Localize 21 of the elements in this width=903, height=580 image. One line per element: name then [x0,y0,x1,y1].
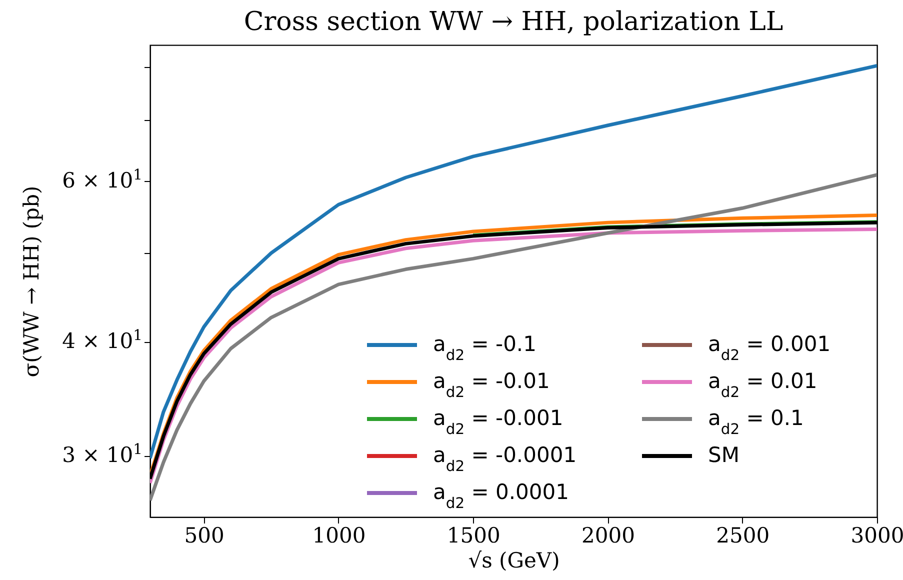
legend-label: a$_{d2}$ = 0.01 [708,369,818,400]
x-tick-label: 2500 [716,524,770,548]
y-axis-title: σ(WW → HH) (pb) [20,186,44,378]
legend-label: a$_{d2}$ = -0.01 [433,369,550,400]
legend-label: SM [708,443,740,467]
x-tick-label: 1000 [312,524,366,548]
y-tick-label: 4 × 10$^{1}$ [62,326,142,354]
legend-label: a$_{d2}$ = -0.0001 [433,443,577,474]
legend-label: a$_{d2}$ = 0.0001 [433,480,569,512]
legend-label: a$_{d2}$ = -0.001 [433,406,564,438]
x-tick-label: 2000 [582,524,635,548]
y-tick-label: 6 × 10$^{1}$ [62,166,142,192]
legend-label: a$_{d2}$ = 0.1 [708,406,804,438]
x-tick-label: 500 [184,524,224,548]
x-tick-label: 1500 [446,524,500,548]
legend-label: a$_{d2}$ = -0.1 [433,332,536,364]
legend-label: a$_{d2}$ = 0.001 [708,332,831,364]
chart-title: Cross section WW → HH, polarization LL [244,7,784,37]
x-axis-title: √s (GeV) [468,548,560,572]
y-tick-label: 3 × 10$^{1}$ [62,440,142,468]
x-tick-label: 3000 [850,524,903,548]
